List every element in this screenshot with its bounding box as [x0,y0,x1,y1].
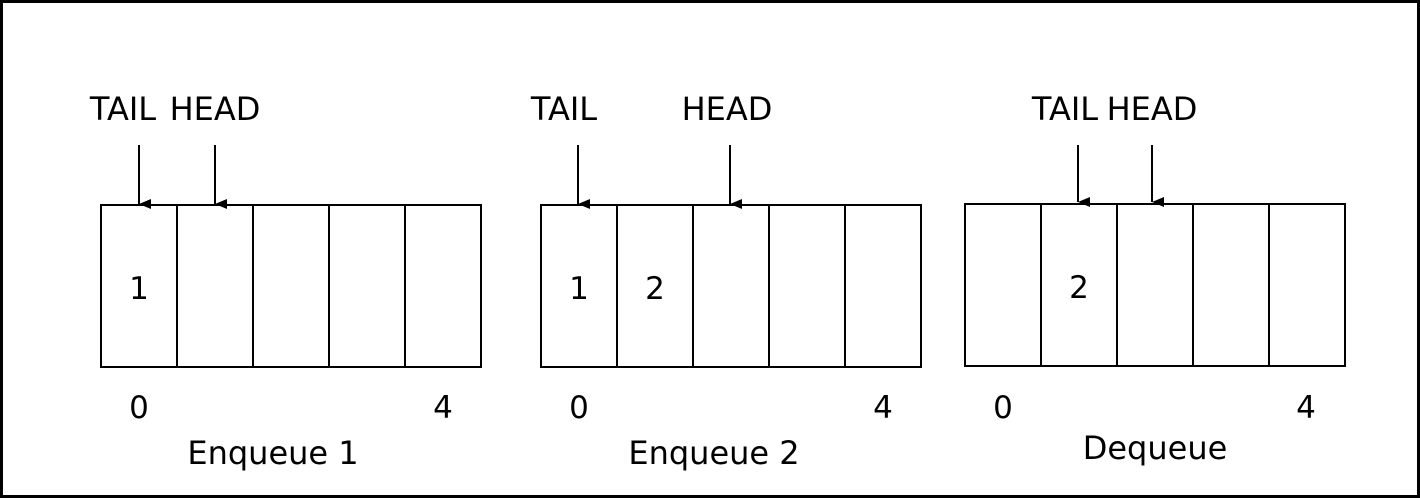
array-cell-1 [176,204,254,368]
cell-value-0: 1 [129,271,149,307]
array-cell-0 [964,203,1042,367]
array-cell-2 [252,204,330,368]
cell-value-1: 2 [645,271,665,307]
array-cell-4 [1268,203,1346,367]
tail-label: TAIL [89,90,156,128]
panel-caption: Enqueue 2 [628,434,799,472]
panel-caption: Enqueue 1 [187,434,358,472]
array-cell-3 [328,204,406,368]
array-cell-4 [404,204,482,368]
last-index-label: 4 [873,390,893,426]
queue-array [100,204,482,368]
queue-array [964,203,1346,367]
last-index-label: 4 [433,390,453,426]
panel-caption: Dequeue [1083,429,1228,467]
queue-panel-1: TAIL HEAD 1 0 4 Enqueue 1 [89,90,482,472]
array-cell-4 [844,204,922,368]
array-cell-3 [768,204,846,368]
queue-array [540,204,922,368]
array-cell-3 [1192,203,1270,367]
queue-diagram: TAIL HEAD 1 0 4 Enqueue 1 TAIL HEAD [89,90,1346,472]
first-index-label: 0 [993,390,1013,426]
first-index-label: 0 [569,390,589,426]
cell-value-0: 1 [569,271,589,307]
array-cell-2 [692,204,770,368]
array-cell-2 [1116,203,1194,367]
head-label: HEAD [170,90,261,128]
cell-value-1: 2 [1069,270,1089,306]
first-index-label: 0 [129,390,149,426]
queue-panel-3: TAIL HEAD 2 0 4 Dequeue [964,90,1346,467]
queue-panel-2: TAIL HEAD 1 2 0 4 Enqueue 2 [530,90,922,472]
head-label: HEAD [1107,90,1198,128]
head-label: HEAD [682,90,773,128]
tail-label: TAIL [1031,90,1098,128]
last-index-label: 4 [1296,390,1316,426]
tail-label: TAIL [530,90,597,128]
